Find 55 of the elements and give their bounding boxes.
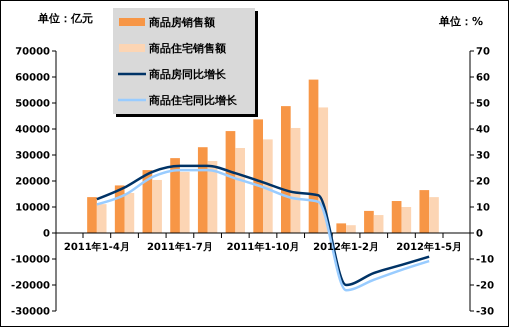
y-tick-label: -10000 [11,254,50,266]
y2-tick-label: 30 [476,150,490,162]
y2-axis-title: 单位：% [438,15,483,28]
bar [392,201,402,233]
y2-tick-label: 40 [476,124,490,136]
y-tick-label: 70000 [15,46,50,58]
y-tick-label: 30000 [15,150,50,162]
x-tick-label: 2012年1-5月 [396,241,462,253]
y2-tick-label: -30 [476,306,494,318]
x-tick-label: 2011年1-4月 [64,241,130,253]
y-tick-label: 20000 [15,176,50,188]
bar [419,190,430,233]
bar [152,180,162,233]
y-tick-label: -30000 [11,306,50,318]
y-axis-title: 单位：亿元 [37,12,93,25]
bar [308,80,318,233]
bar [124,192,134,233]
y-tick-label: 10000 [15,202,50,214]
bar [253,119,263,233]
x-tick-label: 2011年1-7月 [146,241,213,253]
legend-label: 商品房同比增长 [148,68,227,81]
legend-label: 商品住宅销售额 [148,42,227,55]
bar [290,128,300,233]
bar [235,148,245,233]
y-tick-label: 60000 [15,72,50,84]
y2-tick-label: 0 [476,228,483,240]
y2-tick-label: 70 [476,46,490,58]
legend-label: 商品住宅同比增长 [148,94,238,107]
y2-tick-label: 50 [476,98,490,110]
bar [336,223,346,233]
bar [226,131,236,233]
y2-tick-label: -10 [476,254,494,266]
bar [263,139,273,233]
bar [96,204,107,233]
bar [281,106,291,233]
y-tick-label: 50000 [15,98,50,110]
y2-tick-label: -20 [476,280,494,292]
y2-tick-label: 20 [476,176,490,188]
bar [87,197,97,233]
y2-tick-label: 10 [476,202,490,214]
bar [180,172,190,233]
bar [208,160,218,233]
y-tick-label: 40000 [15,124,50,136]
y-tick-label: -20000 [11,280,50,292]
bar [429,197,439,233]
bar [364,210,374,233]
legend-label: 商品房销售额 [148,16,216,29]
x-tick-label: 2011年1-10月 [226,241,300,253]
bar [374,215,384,233]
bar [198,147,208,233]
bar [170,158,180,233]
bar [401,207,412,233]
y2-tick-label: 60 [476,72,490,84]
y-tick-label: 0 [43,228,50,240]
bar [346,225,356,233]
